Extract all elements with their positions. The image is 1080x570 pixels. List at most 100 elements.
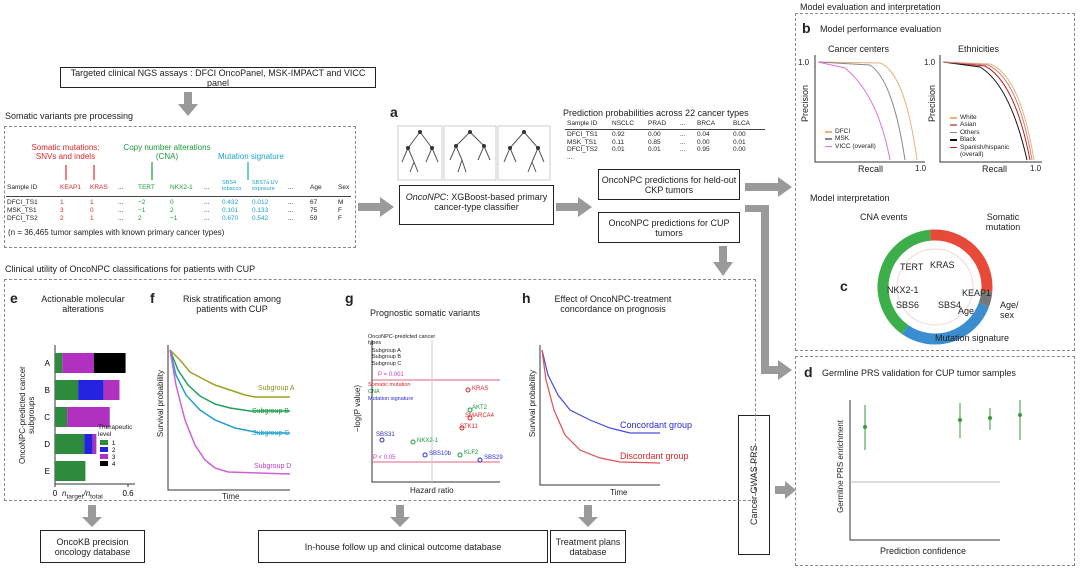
table-header: Age — [310, 184, 322, 191]
bar-segment — [92, 434, 97, 454]
panel-b-box — [795, 13, 1075, 351]
bar-segment — [103, 380, 120, 400]
table-header: Sample ID — [7, 184, 38, 191]
x-label-part: target — [66, 493, 84, 501]
panel-letter: a — [390, 104, 398, 120]
x-label: Prediction confidence — [880, 546, 967, 556]
table-header: BLCA — [733, 120, 750, 127]
km-h — [539, 345, 661, 486]
legend-swatch — [825, 131, 832, 133]
panel-title: Model performance evaluation — [820, 24, 942, 34]
legend-label: Others — [960, 128, 980, 136]
table-cell: ... — [204, 215, 210, 222]
bar-segment — [62, 353, 94, 373]
legend-entry: MSK — [825, 135, 876, 142]
predictions-title: Prediction probabilities across 22 cance… — [563, 108, 749, 118]
feature: KRAS — [930, 260, 955, 270]
feature: KEAP1 — [962, 288, 992, 298]
table-cell: 75 — [310, 207, 318, 214]
legend-label: VICC (overall) — [835, 142, 876, 150]
feature: SBS4 — [938, 300, 962, 310]
y-label: Survival probability — [528, 370, 537, 438]
clinical-box — [4, 279, 756, 501]
km-f — [167, 345, 291, 491]
source-box: Treatment plans database — [550, 530, 626, 563]
table-rule — [6, 196, 351, 197]
bar-segment — [55, 353, 63, 373]
legend-entry: Others — [950, 129, 1020, 136]
bar-segment — [55, 380, 79, 400]
legend-entry: DFCI — [825, 128, 876, 135]
classifier-text: : XGBoost-based primary cancer-type clas… — [434, 192, 548, 212]
legend-entry: Black — [950, 136, 1020, 143]
legend-entry: Subgroup B — [372, 354, 402, 361]
table-rule — [565, 129, 765, 130]
legend-swatch — [100, 461, 108, 466]
legend-title: Therapeutic level — [98, 424, 133, 439]
group-label: Subgroup D — [254, 463, 292, 470]
panel-letter: g — [345, 290, 354, 306]
mutations-label: Somatic mutations: SNVs and indels — [31, 143, 100, 162]
group-label: Concordant group — [620, 420, 693, 430]
legend-swatch — [825, 138, 832, 140]
table-cell: DFCI_TS2 — [567, 146, 598, 153]
table-header: ... — [680, 120, 686, 127]
table-cell: F — [338, 215, 342, 222]
table-cell: ... — [288, 215, 294, 222]
legend-swatch — [950, 117, 957, 119]
table-cell: MSK_TS1 — [7, 207, 37, 214]
legend-label: 3 — [112, 455, 116, 461]
legend-entry: Spanish/hispanic (overall) — [950, 144, 1020, 159]
panel-d-box — [795, 356, 1075, 566]
table-header: Sex — [338, 184, 350, 191]
table-cell: DFCI_TS2 — [7, 215, 38, 222]
bar-segment — [55, 434, 85, 454]
legend-entry: White — [950, 114, 1020, 121]
model-name: OncoNPC — [405, 192, 447, 202]
table-cell: 0.133 — [252, 207, 269, 214]
table-header: SBS7a UV exposure — [252, 180, 279, 192]
preprocessing-box — [4, 126, 356, 248]
legend-swatch — [100, 447, 108, 452]
threshold-label: P < 0.05 — [373, 455, 396, 461]
table-cell: ... — [118, 215, 124, 222]
note: (n = 36,465 tumor samples with known pri… — [8, 228, 225, 237]
gene: KLF2 — [464, 450, 479, 456]
x-label: Hazard ratio — [410, 486, 454, 495]
table-cell: 0 — [170, 199, 174, 206]
classifier-box: OncoNPC: XGBoost-based primary cancer-ty… — [399, 185, 554, 225]
legend-label: White — [960, 114, 977, 121]
table-cell: ... — [567, 153, 573, 161]
type-label: Mutation signature — [368, 396, 414, 402]
legend-swatch — [950, 139, 957, 141]
cup-box: OncoNPC predictions for CUP tumors — [598, 212, 740, 243]
y-label: Precision — [800, 85, 810, 123]
table-cell: ... — [680, 146, 686, 153]
table-cell: ... — [680, 138, 686, 146]
table-cell: 3 — [60, 207, 64, 214]
panel-letter: f — [150, 290, 155, 306]
panel-letter: b — [802, 20, 811, 36]
gene: STK11 — [460, 424, 478, 430]
table-cell: −1 — [170, 215, 178, 222]
panel-letter: e — [10, 290, 18, 306]
legend-label: DFCI — [835, 128, 851, 135]
legend-entry: VICC (overall) — [825, 143, 876, 150]
source-box: OncoKB precision oncology database — [40, 530, 145, 563]
table-cell: 0.542 — [252, 215, 269, 222]
panel-letter: h — [522, 290, 531, 306]
bar-segment — [67, 407, 110, 427]
legend-swatch — [100, 440, 108, 445]
legend-label: Black — [960, 136, 976, 144]
panel-title: Model interpretation — [810, 193, 890, 203]
table-cell: ... — [288, 199, 294, 206]
table-cell: 2 — [138, 215, 142, 222]
table-header: TERT — [138, 184, 155, 191]
table-cell: −1 — [138, 207, 146, 214]
legend-label: Spanish/hispanic (overall) — [960, 143, 1010, 159]
table-header: PRAD — [648, 120, 667, 127]
table-cell: 1 — [90, 215, 94, 222]
table-cell: 0.01 — [648, 146, 661, 153]
